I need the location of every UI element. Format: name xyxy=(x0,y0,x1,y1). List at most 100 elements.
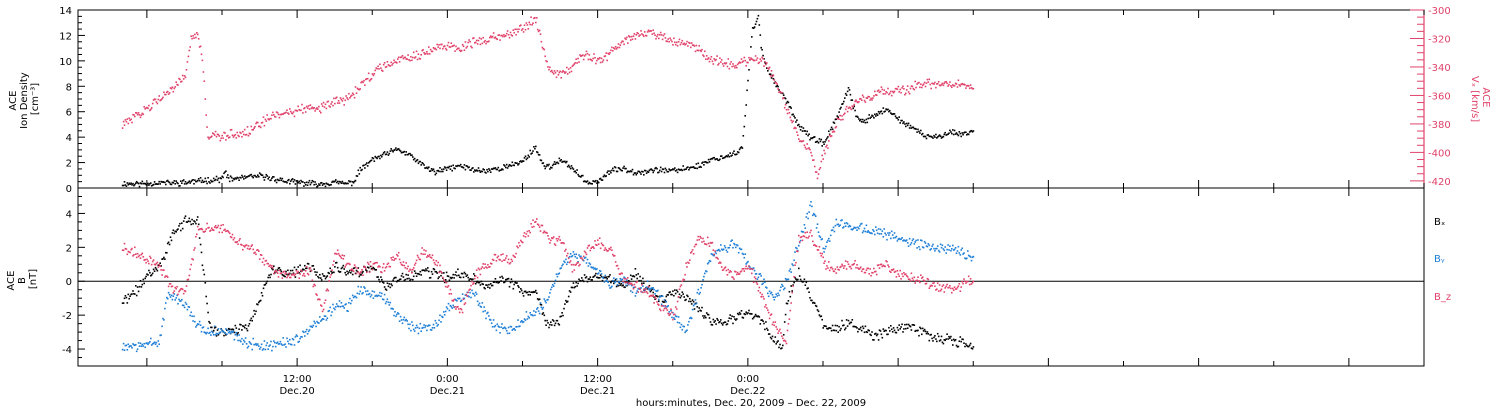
data-point xyxy=(653,169,655,172)
data-point xyxy=(227,329,229,332)
data-point xyxy=(601,276,604,279)
data-point xyxy=(451,276,453,279)
data-point xyxy=(475,269,478,271)
data-point xyxy=(381,298,384,300)
data-point xyxy=(681,280,684,283)
data-point xyxy=(895,117,898,119)
data-point xyxy=(509,325,512,328)
data-point xyxy=(295,270,298,272)
data-point xyxy=(798,275,801,277)
data-point xyxy=(206,126,208,128)
data-point xyxy=(783,339,786,342)
data-point xyxy=(484,171,486,174)
data-point xyxy=(896,117,899,119)
data-point xyxy=(894,236,897,239)
data-point xyxy=(970,87,973,89)
data-point xyxy=(210,179,212,182)
data-point xyxy=(678,293,681,296)
data-point xyxy=(277,113,280,116)
data-point xyxy=(561,264,563,267)
data-point xyxy=(248,341,251,343)
data-point xyxy=(905,125,907,128)
data-point xyxy=(575,263,577,266)
data-point xyxy=(504,259,506,261)
data-point xyxy=(275,270,278,273)
data-point xyxy=(478,281,481,284)
data-point xyxy=(905,240,907,242)
data-point xyxy=(631,291,634,294)
data-point xyxy=(864,101,867,103)
data-point xyxy=(892,113,895,115)
data-point xyxy=(186,182,189,184)
data-point xyxy=(160,265,162,267)
data-point xyxy=(952,129,954,131)
data-point xyxy=(325,319,328,321)
data-point xyxy=(434,270,437,273)
data-point xyxy=(123,349,126,351)
data-point xyxy=(284,112,286,114)
data-point xyxy=(258,300,261,302)
data-point xyxy=(381,271,383,274)
data-point xyxy=(439,264,441,267)
data-point xyxy=(325,276,328,278)
data-point xyxy=(191,218,193,221)
data-point xyxy=(128,117,130,120)
data-point xyxy=(270,117,272,120)
data-point xyxy=(733,150,735,152)
data-point xyxy=(131,121,133,124)
data-point xyxy=(414,262,417,264)
data-point xyxy=(405,318,407,321)
data-point xyxy=(834,118,837,121)
data-point xyxy=(126,253,129,256)
data-point xyxy=(488,283,490,286)
data-point xyxy=(851,105,854,107)
data-point xyxy=(529,294,531,296)
data-point xyxy=(556,319,559,322)
data-point xyxy=(537,153,540,156)
data-point xyxy=(264,348,267,351)
data-point xyxy=(337,100,340,102)
data-point xyxy=(289,343,292,346)
data-point xyxy=(971,256,974,259)
data-point xyxy=(292,338,295,341)
data-point xyxy=(256,249,258,251)
data-point xyxy=(492,319,495,321)
data-point xyxy=(747,260,749,263)
data-point xyxy=(830,126,833,129)
data-point xyxy=(536,151,538,153)
data-point xyxy=(324,299,327,301)
data-point xyxy=(293,266,296,269)
data-point xyxy=(686,266,688,268)
data-point xyxy=(826,144,828,147)
data-point xyxy=(807,134,809,137)
data-point xyxy=(263,284,266,286)
data-point xyxy=(137,112,140,114)
data-point xyxy=(188,217,191,220)
data-point xyxy=(311,265,314,267)
data-point xyxy=(962,83,964,86)
data-point xyxy=(479,171,482,173)
data-point xyxy=(861,231,864,234)
data-point xyxy=(338,102,341,104)
data-point xyxy=(485,284,487,286)
data-point xyxy=(416,159,419,161)
data-point xyxy=(571,286,574,289)
data-point xyxy=(543,165,546,167)
data-point xyxy=(474,170,477,172)
data-point xyxy=(320,305,323,307)
data-point xyxy=(172,229,175,232)
data-point xyxy=(301,270,303,273)
data-point xyxy=(663,307,666,310)
data-point xyxy=(742,135,745,137)
data-point xyxy=(390,148,392,150)
data-point xyxy=(176,285,178,288)
data-point xyxy=(645,286,648,288)
data-point xyxy=(610,246,612,249)
data-point xyxy=(960,249,962,251)
data-point xyxy=(954,288,957,290)
data-point xyxy=(323,302,326,304)
data-point xyxy=(888,234,890,236)
data-point xyxy=(743,56,746,59)
data-point xyxy=(896,326,899,329)
data-point xyxy=(349,269,351,272)
